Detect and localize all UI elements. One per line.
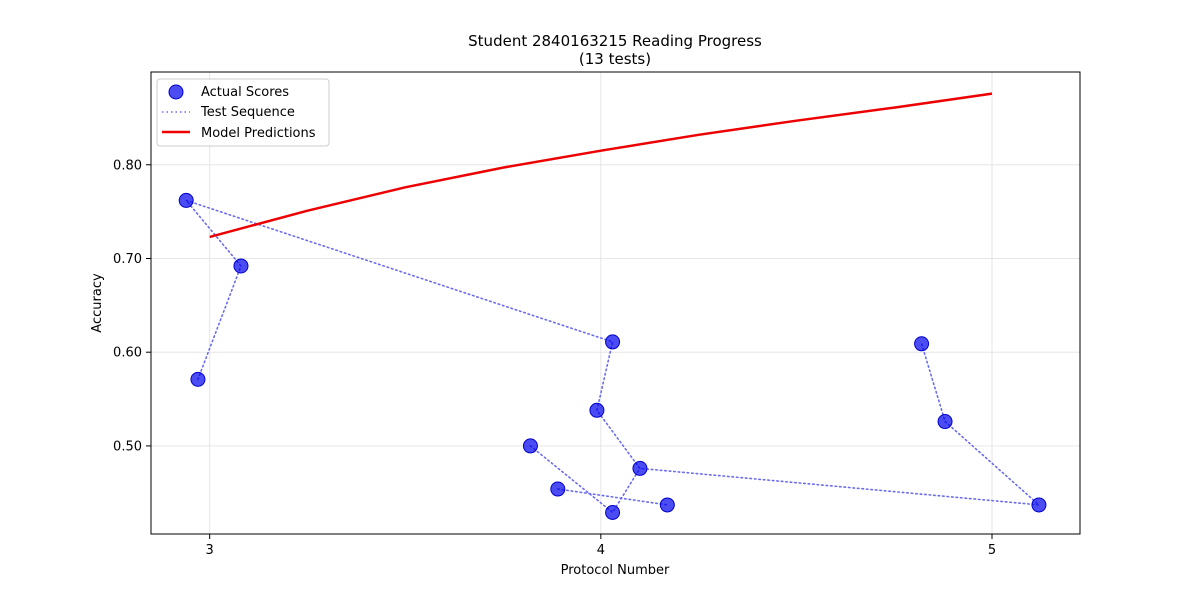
actual-score-point <box>605 334 621 350</box>
y-tick-label: 0.80 <box>113 158 142 173</box>
model-predictions-line <box>209 92 993 239</box>
legend-box <box>156 78 330 147</box>
actual-score-point <box>659 497 675 513</box>
x-tick-label: 4 <box>597 543 605 558</box>
chart-title: Student 2840163215 Reading Progress <box>468 32 762 50</box>
chart-subtitle: (13 tests) <box>579 50 651 68</box>
actual-score-point <box>605 504 621 520</box>
actual-score-point <box>178 192 194 208</box>
legend-label-model-predictions: Model Predictions <box>201 126 316 141</box>
legend-label-actual-scores: Actual Scores <box>201 85 289 100</box>
actual-score-point <box>190 371 206 387</box>
y-axis-label: Accuracy <box>90 273 105 333</box>
actual-score-point <box>1031 497 1047 513</box>
legend: Actual Scores Test Sequence Model Predic… <box>156 78 330 147</box>
x-axis-label: Protocol Number <box>561 563 670 578</box>
actual-score-point <box>914 336 930 352</box>
actual-score-point <box>937 414 953 430</box>
actual-score-point <box>522 438 538 454</box>
actual-score-point <box>233 258 249 274</box>
grid <box>151 72 1080 534</box>
plot-frame <box>150 71 1081 535</box>
y-tick-label: 0.60 <box>113 346 142 361</box>
x-tick-label: 5 <box>988 543 996 558</box>
test-sequence-line <box>556 488 669 506</box>
actual-score-point <box>550 481 566 497</box>
y-tick-label: 0.70 <box>113 252 142 267</box>
legend-label-test-sequence: Test Sequence <box>200 105 295 120</box>
plot-data <box>178 92 1047 520</box>
y-tick-label: 0.50 <box>113 439 142 454</box>
legend-marker-actual-scores <box>168 84 184 100</box>
actual-score-point <box>632 460 648 476</box>
x-tick-label: 3 <box>206 543 214 558</box>
actual-score-point <box>589 402 605 418</box>
axis-ticks: 3 4 5 0.50 0.60 0.70 0.80 <box>113 158 996 558</box>
